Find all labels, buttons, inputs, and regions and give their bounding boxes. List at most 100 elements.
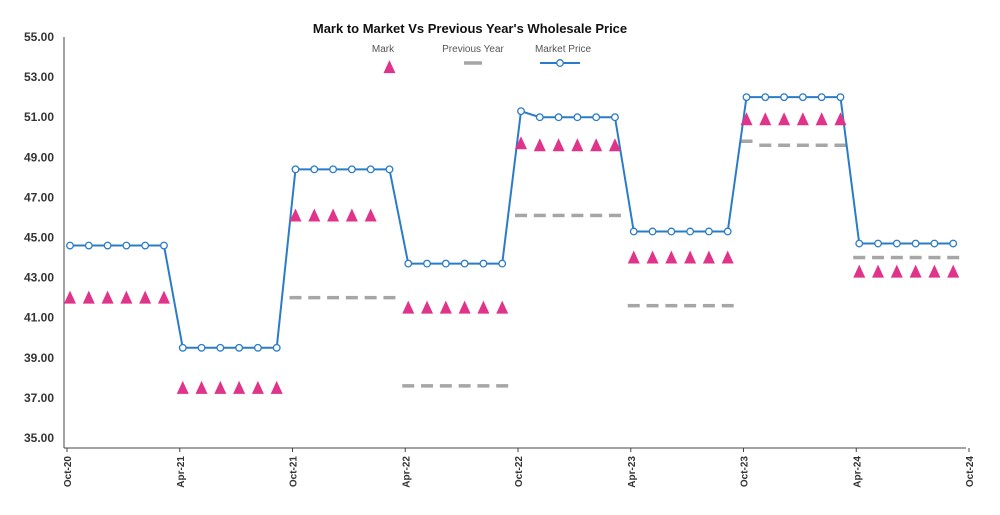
market-price-point bbox=[704, 227, 713, 236]
mark-point bbox=[176, 380, 189, 394]
mark-point bbox=[571, 138, 584, 152]
mark-point bbox=[439, 300, 452, 314]
mark-point bbox=[364, 208, 377, 222]
legend-symbol-market-price-marker bbox=[556, 59, 564, 67]
mark-point bbox=[195, 380, 208, 394]
x-tick-label: Oct-23 bbox=[740, 456, 751, 488]
mark-point bbox=[251, 380, 264, 394]
mark-point bbox=[345, 208, 358, 222]
market-price-point bbox=[517, 107, 525, 116]
mark-point bbox=[665, 250, 678, 264]
mark-point bbox=[646, 250, 659, 264]
mark-point bbox=[289, 208, 302, 222]
market-price-point bbox=[160, 241, 168, 250]
mark-point bbox=[214, 380, 227, 394]
y-tick-label: 35.00 bbox=[24, 431, 54, 445]
x-tick-label: Apr-24 bbox=[852, 456, 863, 488]
mark-point bbox=[834, 112, 847, 126]
market-price-line bbox=[70, 96, 954, 349]
x-axis-ticks: Oct-20 Apr-21 Oct-21 Apr-22 Oct-22 Apr-23 Oct-… bbox=[63, 448, 976, 488]
mark-point bbox=[721, 250, 734, 264]
market-price-point bbox=[855, 239, 864, 248]
market-price-point bbox=[329, 165, 338, 174]
mark-point bbox=[120, 290, 133, 304]
market-price-point bbox=[66, 241, 74, 250]
axes bbox=[63, 37, 966, 449]
mark-point bbox=[796, 112, 809, 126]
market-price-point bbox=[253, 343, 262, 352]
mark-point bbox=[270, 380, 283, 394]
y-tick-label: 43.00 bbox=[24, 271, 54, 285]
market-price-point bbox=[686, 227, 695, 236]
market-price-point bbox=[103, 241, 112, 250]
market-price-point bbox=[836, 93, 845, 102]
market-price-point bbox=[197, 343, 206, 352]
mark-point bbox=[853, 264, 866, 278]
market-price-point bbox=[573, 113, 582, 122]
market-price-point bbox=[498, 259, 507, 268]
series-market-price bbox=[66, 93, 958, 352]
y-tick-label: 41.00 bbox=[24, 311, 54, 325]
x-tick-label: Oct-22 bbox=[514, 456, 525, 488]
market-price-point bbox=[592, 113, 601, 122]
y-tick-label: 45.00 bbox=[24, 231, 54, 245]
x-tick-label: Oct-24 bbox=[965, 456, 976, 488]
market-price-point bbox=[761, 93, 770, 102]
market-price-point bbox=[892, 239, 901, 248]
market-price-point bbox=[310, 165, 319, 174]
mark-point bbox=[909, 264, 922, 278]
mark-point bbox=[157, 290, 170, 304]
market-price-point bbox=[423, 259, 431, 268]
mark-point bbox=[778, 112, 791, 126]
mark-point bbox=[101, 290, 114, 304]
mark-point bbox=[402, 300, 415, 314]
market-price-point bbox=[648, 227, 657, 236]
market-price-point bbox=[479, 259, 488, 268]
mark-point bbox=[759, 112, 772, 126]
market-price-point bbox=[798, 93, 807, 102]
mark-point bbox=[515, 136, 527, 150]
mark-point bbox=[890, 264, 903, 278]
x-tick-label: Oct-20 bbox=[63, 456, 74, 488]
legend-label-market-price: Market Price bbox=[535, 44, 592, 55]
legend-label-previous-year: Previous Year bbox=[442, 44, 504, 55]
market-price-point bbox=[780, 93, 789, 102]
market-price-point bbox=[817, 93, 826, 102]
mark-point bbox=[627, 250, 640, 264]
chart-title: Mark to Market Vs Previous Year's Wholes… bbox=[313, 21, 627, 36]
mark-point bbox=[552, 138, 565, 152]
market-price-point bbox=[366, 165, 375, 174]
y-tick-label: 37.00 bbox=[24, 391, 54, 405]
market-price-point bbox=[122, 241, 131, 250]
market-price-point bbox=[949, 239, 958, 248]
mark-point bbox=[64, 290, 76, 304]
market-price-point bbox=[554, 113, 563, 122]
market-price-point bbox=[404, 259, 413, 268]
market-price-point bbox=[611, 113, 619, 122]
y-tick-label: 55.00 bbox=[24, 30, 54, 44]
series-mark bbox=[64, 60, 960, 394]
market-price-point bbox=[347, 165, 356, 174]
market-price-point bbox=[272, 343, 281, 352]
market-price-point bbox=[291, 165, 300, 174]
mark-point bbox=[533, 138, 546, 152]
legend: Mark Previous Year Market Price bbox=[372, 44, 592, 67]
mark-point bbox=[815, 112, 828, 126]
market-price-point bbox=[178, 343, 187, 352]
mark-point bbox=[684, 250, 697, 264]
mark-point bbox=[590, 138, 603, 152]
market-price-point bbox=[723, 227, 732, 236]
mark-point bbox=[421, 300, 434, 314]
x-tick-label: Apr-22 bbox=[401, 456, 412, 488]
y-tick-label: 47.00 bbox=[24, 190, 54, 204]
market-price-point bbox=[216, 343, 225, 352]
mark-point bbox=[496, 300, 509, 314]
market-price-point bbox=[930, 239, 939, 248]
mark-point bbox=[947, 264, 960, 278]
mark-point bbox=[82, 290, 95, 304]
mark-point bbox=[233, 380, 246, 394]
market-price-point bbox=[385, 165, 394, 174]
mark-point bbox=[477, 300, 490, 314]
market-price-point bbox=[629, 227, 638, 236]
